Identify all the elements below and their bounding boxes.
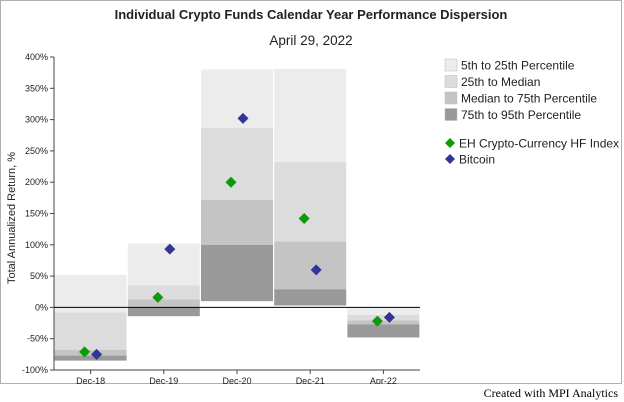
band-75-95-bar [54, 355, 127, 361]
x-tick-label: Dec-21 [296, 376, 325, 384]
legend-swatch [444, 91, 458, 105]
x-tick-label: Dec-18 [76, 376, 105, 384]
y-tick-label: 300% [25, 115, 48, 125]
bitcoin-marker [237, 112, 249, 124]
legend-swatch [444, 58, 458, 72]
y-tick-label: 0% [35, 302, 48, 312]
y-tick-label: 100% [25, 240, 48, 250]
legend-label: 75th to 95th Percentile [461, 108, 581, 122]
band-5-25-bar [54, 274, 127, 313]
y-tick-label: -100% [22, 365, 48, 375]
index-marker [79, 346, 91, 358]
band-75-95-bar [274, 289, 347, 306]
band-median-75-bar [127, 299, 200, 308]
credit-text: Created with MPI Analytics [483, 386, 618, 400]
x-tick-label: Apr-22 [370, 376, 397, 384]
x-tick-label: Dec-19 [149, 376, 178, 384]
band-median-75-bar [201, 199, 273, 245]
band-25-median-bar [127, 285, 200, 300]
legend-marker [445, 154, 455, 164]
band-5-25-bar [274, 68, 347, 163]
chart-plot: -100% -50% 0% 50% 100% 150% 200% 250% 300% 350% 40… [6, 52, 619, 384]
band-25-median-bar [347, 314, 420, 321]
y-tick-label: -50% [27, 334, 48, 344]
y-tick-label: 350% [25, 83, 48, 93]
index-marker [298, 213, 310, 225]
band-25-median-bar [274, 162, 347, 242]
chart-title: Individual Crypto Funds Calendar Year Pe… [114, 7, 508, 22]
bars-group [54, 68, 420, 361]
legend-swatch [444, 75, 458, 88]
index-marker [371, 315, 383, 327]
band-75-95-bar [127, 307, 200, 317]
band-median-75-bar [274, 241, 347, 290]
index-marker [152, 291, 164, 303]
band-median-75-bar [347, 320, 420, 325]
band-median-75-bar [54, 349, 127, 356]
bitcoin-marker [164, 243, 176, 255]
band-5-25-bar [201, 69, 273, 128]
markers-group [79, 112, 395, 360]
y-tick-label: 50% [30, 271, 48, 281]
bitcoin-marker [91, 348, 103, 360]
y-tick-label: 150% [25, 209, 48, 219]
y-axis-label: Total Annualized Return, % [6, 152, 18, 284]
legend-marker [445, 138, 455, 148]
x-tick-label: Dec-20 [222, 376, 251, 384]
band-5-25-bar [347, 307, 420, 315]
bitcoin-marker [383, 311, 395, 323]
legend-swatch [444, 108, 458, 121]
band-75-95-bar [347, 324, 420, 338]
band-5-25-bar [127, 243, 200, 286]
band-75-95-bar [201, 244, 273, 302]
legend: 5th to 25th Percentile 25th to Median Medi… [444, 58, 619, 167]
legend-label: Median to 75th Percentile [461, 92, 597, 106]
legend-label: 5th to 25th Percentile [461, 59, 575, 73]
axes-group: -100% -50% 0% 50% 100% 150% 200% 250% 300% 350% 40… [22, 52, 420, 384]
bitcoin-marker [310, 264, 322, 276]
band-25-median-bar [54, 312, 127, 350]
y-tick-label: 250% [25, 146, 48, 156]
y-tick-label: 400% [25, 52, 48, 62]
index-marker [225, 176, 237, 188]
chart-subtitle: April 29, 2022 [269, 33, 353, 48]
legend-label: Bitcoin [459, 153, 495, 167]
y-tick-label: 200% [25, 177, 48, 187]
legend-label: 25th to Median [461, 75, 540, 89]
legend-label: EH Crypto-Currency HF Index [459, 137, 619, 151]
band-25-median-bar [201, 127, 273, 200]
